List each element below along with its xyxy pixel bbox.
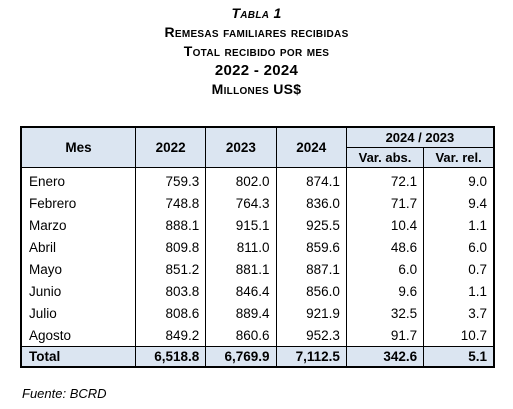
month-cell: Julio [20, 302, 136, 324]
month-cell: Febrero [20, 192, 136, 214]
value-2022: 851.2 [134, 258, 207, 280]
value-2023: 764.3 [205, 192, 277, 214]
value-2023: 811.0 [205, 236, 277, 258]
value-2023: 846.4 [205, 280, 277, 302]
col-header-2023: 2023 [205, 126, 277, 168]
month-cell: Agosto [20, 324, 136, 347]
page-subtitle: Total recibido por mes [183, 43, 330, 59]
col-header-var-rel: Var. rel. [423, 147, 495, 168]
table-row: Enero 759.3 802.0 874.1 72.1 9.0 [20, 167, 495, 192]
value-2023: 881.1 [205, 258, 277, 280]
col-header-var-abs: Var. abs. [345, 147, 425, 168]
value-2022: 759.3 [134, 167, 207, 192]
table-row: Julio 808.6 889.4 921.9 32.5 3.7 [20, 302, 495, 324]
source-note: Fuente: BCRD [22, 386, 107, 401]
var-abs-cell: 71.7 [345, 192, 425, 214]
var-rel-cell: 9.4 [423, 192, 495, 214]
var-rel-cell: 9.0 [423, 167, 495, 192]
value-2022: 888.1 [134, 214, 207, 236]
total-var-abs: 342.6 [345, 346, 425, 368]
table-row: Marzo 888.1 915.1 925.5 10.4 1.1 [20, 214, 495, 236]
month-cell: Abril [20, 236, 136, 258]
value-2022: 748.8 [134, 192, 207, 214]
value-2022: 849.2 [134, 324, 207, 347]
table-row: Mayo 851.2 881.1 887.1 6.0 0.7 [20, 258, 495, 280]
value-2024: 921.9 [275, 302, 347, 324]
period-label: 2022 - 2024 [214, 62, 299, 79]
value-2024: 887.1 [275, 258, 347, 280]
value-2024: 859.6 [275, 236, 347, 258]
var-rel-cell: 0.7 [423, 258, 495, 280]
var-abs-cell: 10.4 [345, 214, 425, 236]
table-number: Tabla 1 [231, 5, 282, 21]
var-rel-cell: 10.7 [423, 324, 495, 347]
table-row: Agosto 849.2 860.6 952.3 91.7 10.7 [20, 324, 495, 347]
page-title: Remesas familiares recibidas [164, 24, 349, 40]
var-rel-cell: 1.1 [423, 280, 495, 302]
value-2024: 856.0 [275, 280, 347, 302]
value-2023: 889.4 [205, 302, 277, 324]
units-label: Millones US$ [211, 81, 302, 97]
value-2024: 925.5 [275, 214, 347, 236]
table-row: Febrero 748.8 764.3 836.0 71.7 9.4 [20, 192, 495, 214]
total-label: Total [20, 346, 136, 368]
var-abs-cell: 91.7 [345, 324, 425, 347]
col-group-2024-2023: 2024 / 2023 [345, 126, 495, 148]
var-abs-cell: 9.6 [345, 280, 425, 302]
value-2023: 802.0 [205, 167, 277, 192]
month-cell: Marzo [20, 214, 136, 236]
value-2024: 874.1 [275, 167, 347, 192]
col-header-month: Mes [20, 126, 136, 168]
remittances-table: Mes 2022 2023 2024 2024 / 2023 Var. abs.… [20, 126, 495, 368]
var-rel-cell: 3.7 [423, 302, 495, 324]
value-2022: 803.8 [134, 280, 207, 302]
total-2024: 7,112.5 [275, 346, 347, 368]
table-row: Abril 809.8 811.0 859.6 48.6 6.0 [20, 236, 495, 258]
table-title-block: Tabla 1 Remesas familiares recibidas Tot… [0, 4, 513, 99]
table-row: Junio 803.8 846.4 856.0 9.6 1.1 [20, 280, 495, 302]
month-cell: Enero [20, 167, 136, 192]
col-header-2024: 2024 [275, 126, 347, 168]
value-2024: 952.3 [275, 324, 347, 347]
value-2022: 809.8 [134, 236, 207, 258]
value-2023: 860.6 [205, 324, 277, 347]
month-cell: Mayo [20, 258, 136, 280]
total-2022: 6,518.8 [134, 346, 207, 368]
value-2024: 836.0 [275, 192, 347, 214]
value-2022: 808.6 [134, 302, 207, 324]
var-abs-cell: 32.5 [345, 302, 425, 324]
col-header-2022: 2022 [134, 126, 207, 168]
var-abs-cell: 6.0 [345, 258, 425, 280]
var-abs-cell: 48.6 [345, 236, 425, 258]
total-var-rel: 5.1 [423, 346, 495, 368]
var-rel-cell: 1.1 [423, 214, 495, 236]
var-rel-cell: 6.0 [423, 236, 495, 258]
total-row: Total 6,518.8 6,769.9 7,112.5 342.6 5.1 [20, 346, 495, 368]
var-abs-cell: 72.1 [345, 167, 425, 192]
total-2023: 6,769.9 [205, 346, 277, 368]
month-cell: Junio [20, 280, 136, 302]
value-2023: 915.1 [205, 214, 277, 236]
